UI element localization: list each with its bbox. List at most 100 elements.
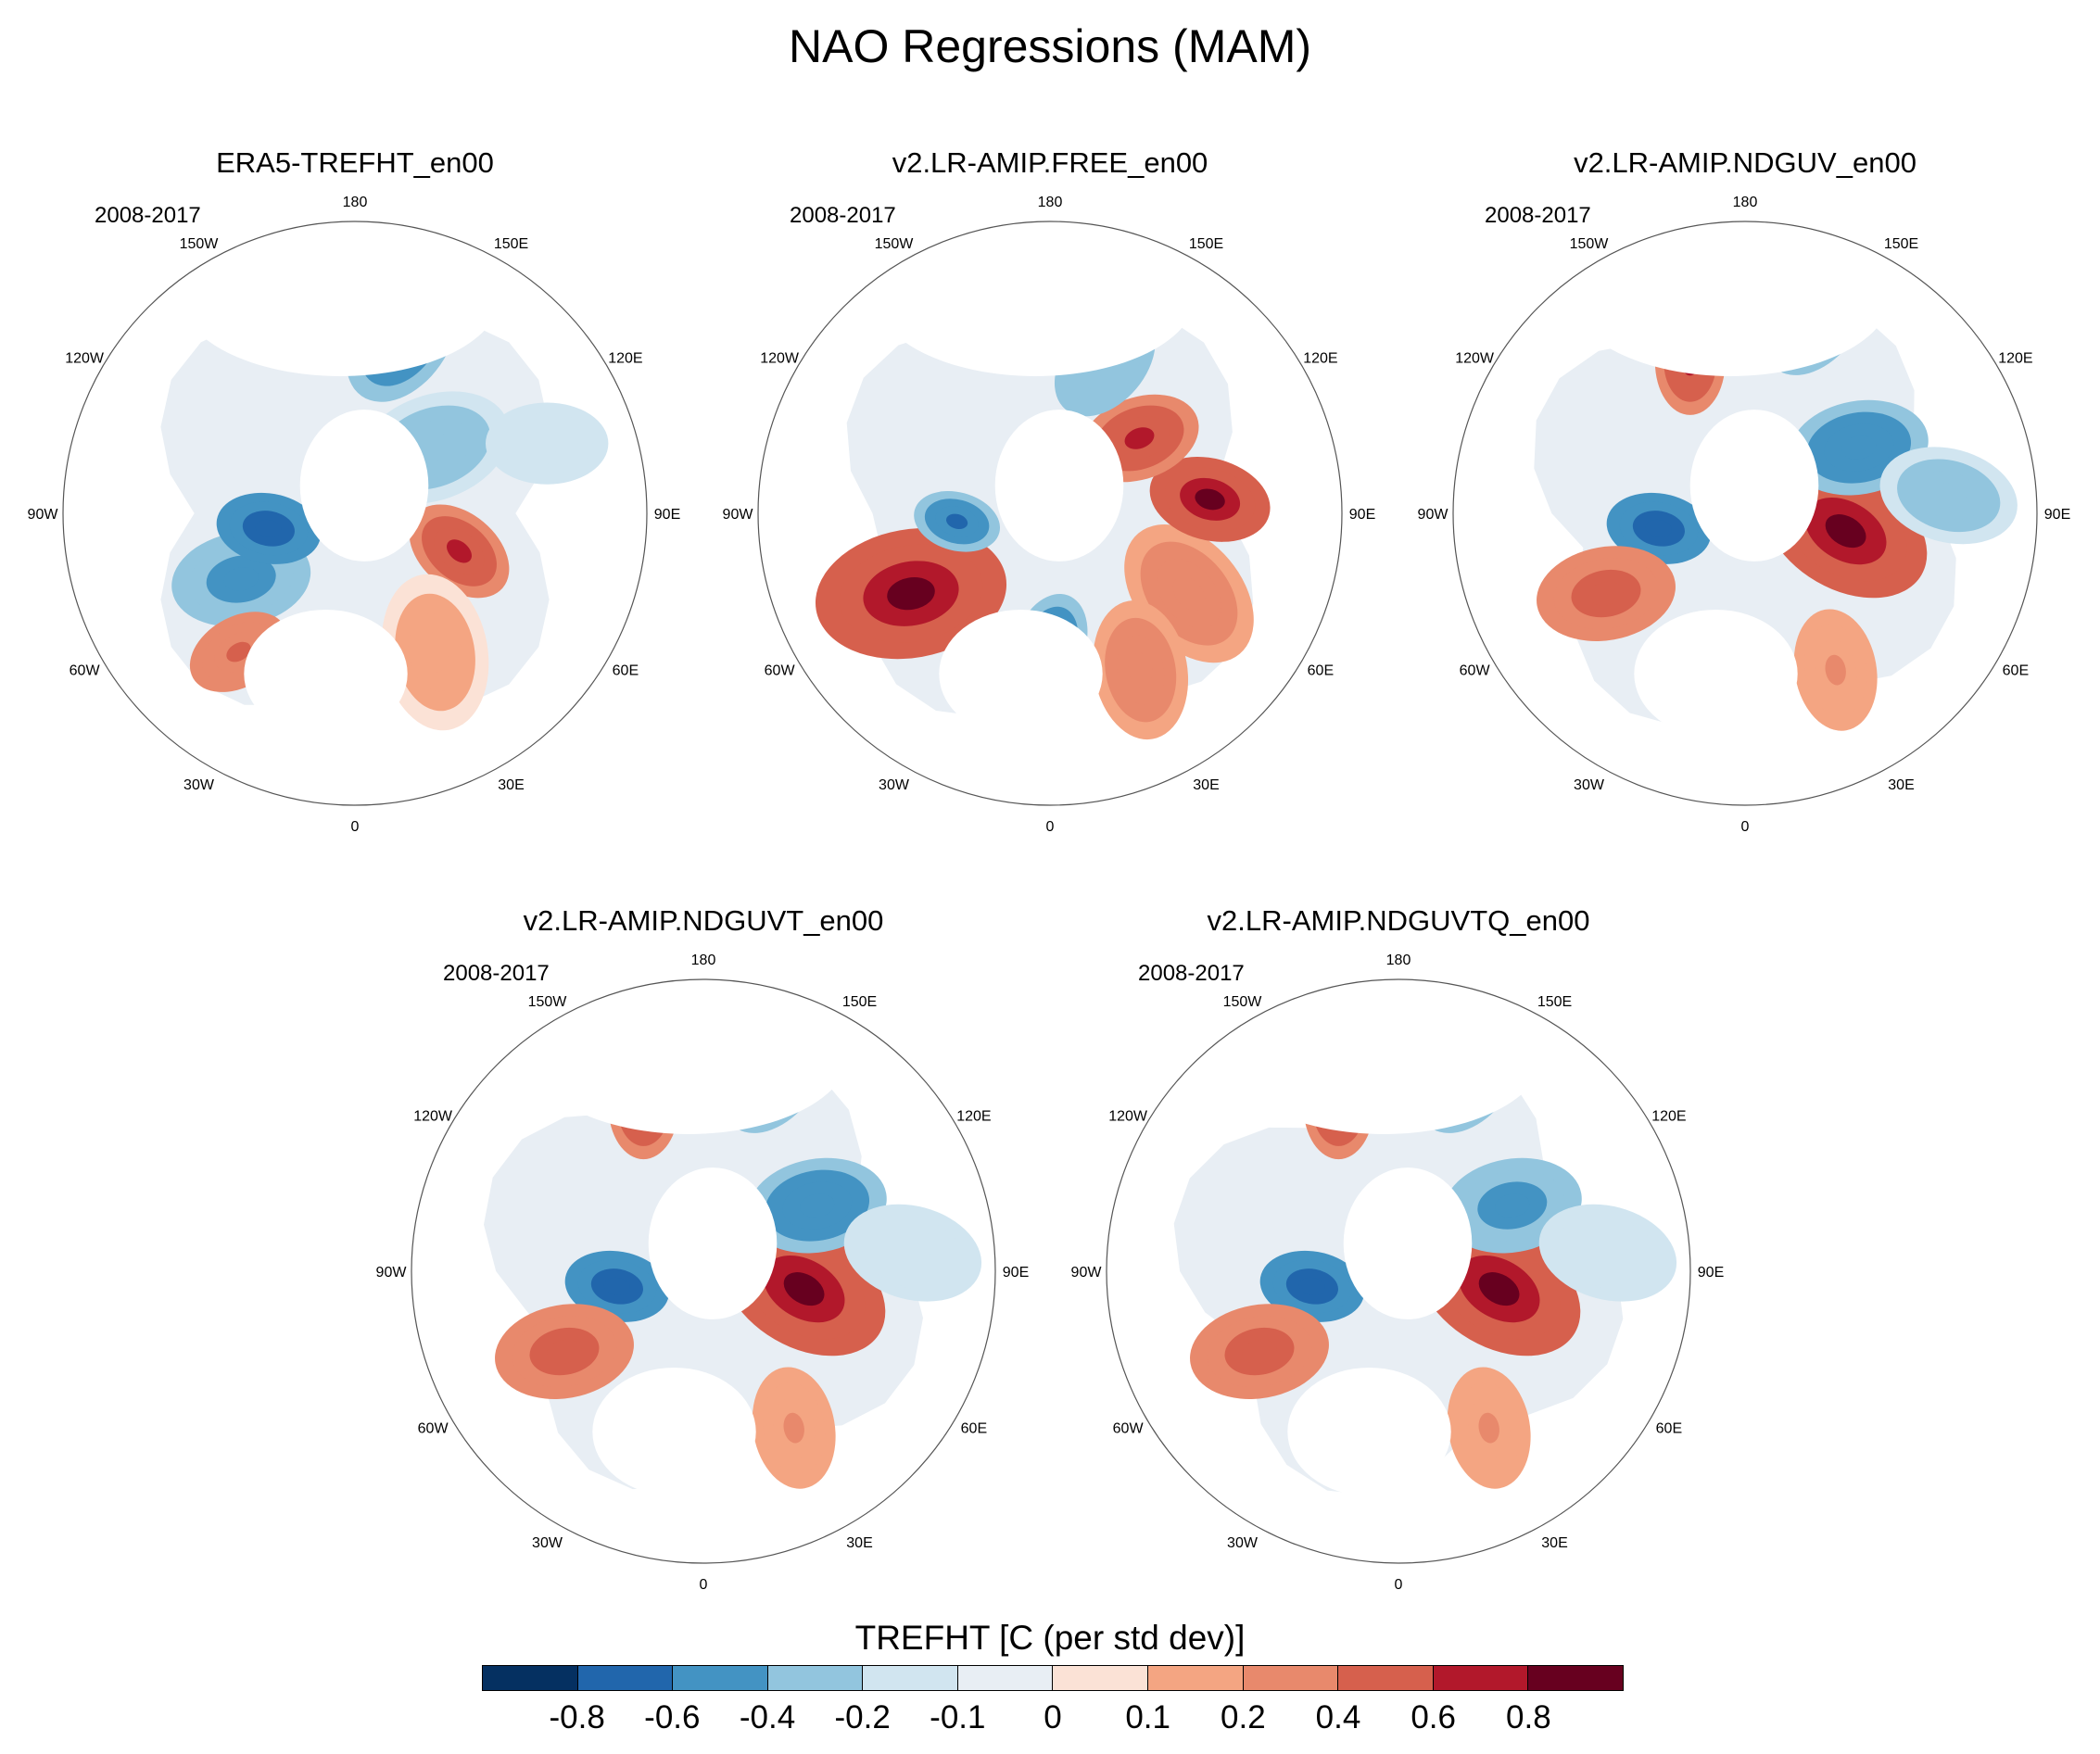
colorbar-tick-label: 0.8 <box>1506 1699 1551 1735</box>
arctic-ocean <box>648 1167 778 1319</box>
longitude-label: 120W <box>760 351 800 367</box>
pacific-ocean <box>875 221 1196 376</box>
longitude-label: 150E <box>1884 236 1918 252</box>
colorbar-tick-label: -0.6 <box>644 1699 701 1735</box>
longitude-label: 90W <box>376 1265 408 1281</box>
longitude-label: 120W <box>413 1109 453 1125</box>
anomaly-contour <box>1478 1412 1499 1444</box>
polar-map: 180 150E 120E 90E 60E 30E 0 30W 60W 90W 120W 150W <box>28 195 681 835</box>
anomaly-contour <box>946 513 968 530</box>
longitude-label: 60E <box>2003 663 2029 679</box>
panel-title: v2.LR-AMIP.NDGUVTQ_en00 <box>1207 904 1590 937</box>
longitude-label: 0 <box>1046 819 1055 835</box>
arctic-ocean <box>1343 1167 1473 1319</box>
colorbar-segment <box>863 1666 958 1690</box>
arctic-ocean <box>299 410 429 562</box>
anomaly-contour <box>1590 1241 1626 1266</box>
longitude-label: 60E <box>1308 663 1334 679</box>
colorbar-tick-label: -0.4 <box>739 1699 796 1735</box>
colorbar-segment <box>1243 1666 1339 1690</box>
arctic-ocean <box>1689 410 1819 562</box>
anomaly-contour <box>1124 427 1155 449</box>
colorbar-segment <box>577 1666 674 1690</box>
panel-period: 2008-2017 <box>790 203 896 228</box>
colorbar-tick-label: 0.1 <box>1125 1699 1170 1735</box>
longitude-label: 90W <box>28 507 59 523</box>
longitude-label: 30E <box>1888 777 1914 793</box>
anomaly-contour <box>226 641 251 662</box>
longitude-label: 150W <box>1570 236 1610 252</box>
longitude-label: 180 <box>691 953 716 968</box>
longitude-label: 120E <box>1998 351 2032 367</box>
longitude-label: 30E <box>498 777 524 793</box>
atlantic-ocean <box>244 609 408 738</box>
longitude-label: 60W <box>1460 663 1491 679</box>
atlantic-ocean <box>1287 1367 1451 1496</box>
longitude-label: 60E <box>1656 1421 1682 1437</box>
colorbar-segment <box>673 1666 768 1690</box>
longitude-label: 150W <box>875 236 915 252</box>
anomaly-contour <box>1495 1193 1530 1218</box>
longitude-label: 30W <box>532 1535 563 1551</box>
panel-title: v2.LR-AMIP.NDGUVT_en00 <box>523 904 884 937</box>
longitude-label: 180 <box>1733 195 1758 210</box>
longitude-label: 90E <box>654 507 680 523</box>
anomaly-field <box>815 221 1271 740</box>
anomaly-contour <box>1172 575 1206 612</box>
longitude-label: 30E <box>1541 1535 1567 1551</box>
longitude-label: 30E <box>1193 777 1219 793</box>
panel-period: 2008-2017 <box>443 961 550 986</box>
longitude-label: 180 <box>1386 953 1411 968</box>
longitude-label: 150W <box>528 994 568 1010</box>
map-boundary <box>1106 978 1691 1564</box>
longitude-label: 90E <box>2044 507 2070 523</box>
anomaly-contour <box>887 576 935 611</box>
longitude-label: 0 <box>1741 819 1750 835</box>
colorbar-segment <box>1338 1666 1434 1690</box>
longitude-label: 150E <box>1537 994 1572 1010</box>
panel-title: ERA5-TREFHT_en00 <box>216 146 494 179</box>
anomaly-contour <box>783 1412 804 1444</box>
polar-map: 180 150E 120E 90E 60E 30E 0 30W 60W 90W 120W 150W <box>723 195 1376 835</box>
longitude-label: 60W <box>765 663 796 679</box>
colorbar-segment <box>767 1666 864 1690</box>
longitude-label: 90W <box>723 507 754 523</box>
anomaly-contour <box>413 433 453 462</box>
map-panel-ndguv: v2.LR-AMIP.NDGUV_en00 2008-2017 180 150E 1… <box>1418 145 2071 835</box>
anomaly-contour <box>255 519 282 537</box>
longitude-label: 60E <box>613 663 639 679</box>
pacific-ocean <box>180 221 501 376</box>
longitude-label: 30W <box>183 777 215 793</box>
map-panel-ndguvt: v2.LR-AMIP.NDGUVT_en00 2008-2017 180 150E… <box>376 902 1030 1593</box>
colorbar-title: TREFHT [C (per std dev)] <box>854 1619 1246 1657</box>
polar-map: 180 150E 120E 90E 60E 30E 0 30W 60W 90W 120W 150W <box>376 953 1030 1593</box>
longitude-label: 120W <box>65 351 105 367</box>
longitude-label: 120W <box>1455 351 1495 367</box>
anomaly-contour <box>1825 514 1866 549</box>
colorbar <box>482 1665 1624 1691</box>
longitude-label: 30W <box>1227 1535 1259 1551</box>
longitude-label: 120E <box>956 1109 991 1125</box>
pacific-ocean <box>528 979 850 1134</box>
panel-period: 2008-2017 <box>95 203 201 228</box>
pacific-ocean <box>1570 221 1891 376</box>
map-panel-ndguvtq: v2.LR-AMIP.NDGUVTQ_en00 2008-2017 180 150… <box>1071 902 1725 1593</box>
anomaly-contour <box>1931 483 1967 508</box>
map-boundary <box>62 221 648 806</box>
colorbar-tick-label: -0.8 <box>549 1699 605 1735</box>
colorbar-tick-label: 0 <box>1044 1699 1062 1735</box>
longitude-label: 120E <box>1651 1109 1686 1125</box>
longitude-label: 0 <box>351 819 360 835</box>
longitude-label: 60W <box>70 663 101 679</box>
atlantic-ocean <box>592 1367 756 1496</box>
longitude-label: 30W <box>879 777 910 793</box>
longitude-label: 60W <box>1113 1421 1145 1437</box>
anomaly-contour <box>783 1272 825 1306</box>
map-panel-free: v2.LR-AMIP.FREE_en00 2008-2017 180 150E 12… <box>723 145 1376 835</box>
anomaly-contour <box>531 433 563 454</box>
map-boundary <box>411 978 996 1564</box>
longitude-label: 90W <box>1418 507 1449 523</box>
figure-title: NAO Regressions (MAM) <box>789 20 1311 72</box>
longitude-label: 90W <box>1071 1265 1103 1281</box>
panel-period: 2008-2017 <box>1138 961 1245 986</box>
